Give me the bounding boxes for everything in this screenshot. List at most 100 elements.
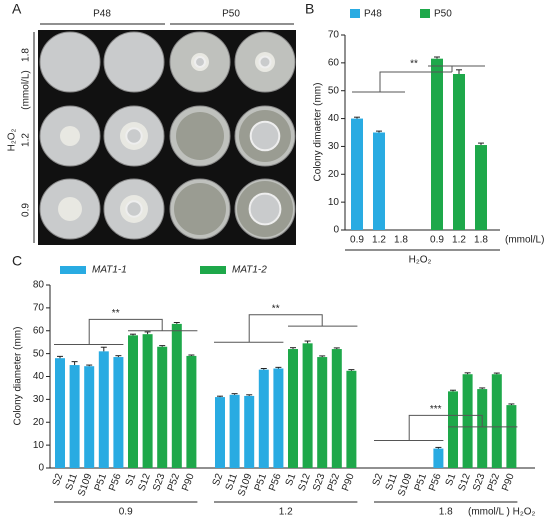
x-tick-label: 1.2 (372, 235, 386, 246)
row-label: 0.9 (21, 203, 32, 217)
bar (462, 374, 473, 468)
group-label: 1.2 (279, 507, 293, 518)
unit-label: (mmol/L) (21, 70, 32, 109)
y-tick-label: 50 (33, 348, 45, 359)
bar (229, 394, 240, 468)
bar (448, 391, 458, 468)
row-label: 1.8 (21, 48, 32, 62)
y-tick-label: 60 (328, 57, 340, 68)
x-tick-label: 1.8 (474, 235, 488, 246)
y-tick-label: 20 (328, 169, 340, 180)
x-tick-label: P90 (180, 472, 197, 493)
y-tick-label: 20 (33, 417, 45, 428)
x-tick-label: 1.8 (394, 235, 408, 246)
bar (317, 357, 328, 468)
bar (273, 368, 284, 468)
factor-label: H₂O₂ (7, 129, 18, 152)
colony-ring (249, 120, 281, 152)
bar (506, 405, 517, 468)
panel-label: A (12, 1, 22, 17)
legend-swatch (420, 9, 430, 18)
panel-label: C (12, 253, 22, 269)
y-tick-label: 30 (328, 141, 340, 152)
bar (98, 351, 109, 468)
x-tick-label: P90 (340, 472, 357, 493)
colony (174, 183, 226, 235)
annotation: *** (430, 404, 442, 415)
legend-swatch (60, 266, 86, 274)
dish (39, 31, 101, 93)
x-tick-label: S1 (444, 472, 459, 488)
y-tick-label: 30 (33, 394, 45, 405)
y-tick-label: 50 (328, 85, 340, 96)
x-tick-label: S2 (211, 472, 226, 488)
bar (157, 346, 168, 468)
bar (244, 395, 255, 468)
column-label: P50 (222, 9, 240, 20)
colony-ring (258, 55, 272, 69)
x-tick-label: S1 (124, 472, 139, 488)
group-label: 0.9 (119, 507, 133, 518)
legend-label: MAT1-2 (232, 265, 267, 276)
y-tick-label: 80 (33, 280, 45, 291)
annotation: ** (410, 59, 418, 70)
bar (431, 58, 443, 230)
x-tick-label: P56 (427, 472, 444, 493)
legend-label: MAT1-1 (92, 265, 127, 276)
bar (302, 343, 313, 468)
bar (142, 334, 153, 468)
legend-label: P48 (364, 9, 382, 20)
significance-bracket (374, 414, 518, 442)
x-tick-label: P56 (267, 472, 284, 493)
x-tick-label: S1 (284, 472, 299, 488)
x-tick-label: P90 (500, 472, 517, 493)
bar (351, 118, 363, 230)
bar (453, 74, 465, 230)
y-tick-label: 40 (328, 113, 340, 124)
bar (433, 448, 444, 468)
y-tick-label: 60 (33, 325, 45, 336)
y-tick-label: 40 (33, 371, 45, 382)
bar (477, 389, 488, 468)
x-tick-label: 1.2 (452, 235, 466, 246)
x-axis-label: (mmol/L ) H₂O₂ (468, 507, 536, 518)
colony-ring (125, 200, 143, 218)
y-axis-label: Colony dimaeter (mm) (313, 83, 324, 182)
significance-bracket (54, 318, 198, 345)
colony-ring (248, 192, 282, 226)
x-tick-label: 0.9 (350, 235, 364, 246)
colony (176, 112, 224, 160)
x-axis-label: H₂O₂ (409, 255, 432, 266)
x-tick-label: S2 (371, 472, 386, 488)
x-tick-label: 0.9 (430, 235, 444, 246)
significance-bracket (352, 65, 485, 93)
bar (331, 349, 342, 468)
bar (288, 349, 298, 468)
bar (186, 355, 197, 468)
legend-label: P50 (434, 9, 452, 20)
bar (128, 335, 138, 468)
unit-label: (mmol/L) (505, 235, 544, 246)
panel-label: B (305, 1, 314, 17)
bar (475, 145, 487, 230)
bar (55, 358, 65, 468)
x-tick-label: S2 (51, 472, 66, 488)
annotation: ** (272, 303, 280, 314)
y-tick-label: 10 (33, 440, 45, 451)
bar (491, 374, 502, 468)
annotation: ** (112, 308, 120, 319)
colony (58, 197, 82, 221)
y-tick-label: 0 (333, 225, 339, 236)
group-label: 1.8 (439, 507, 453, 518)
significance-bracket (214, 314, 358, 343)
row-label: 1.2 (21, 133, 32, 147)
bar (69, 365, 80, 468)
bar (84, 366, 95, 468)
colony (60, 126, 80, 146)
legend-swatch (200, 266, 226, 274)
y-tick-label: 0 (38, 463, 44, 474)
colony-ring (194, 56, 206, 68)
y-tick-label: 70 (328, 30, 340, 41)
y-tick-label: 10 (328, 197, 340, 208)
y-tick-label: 70 (33, 303, 45, 314)
